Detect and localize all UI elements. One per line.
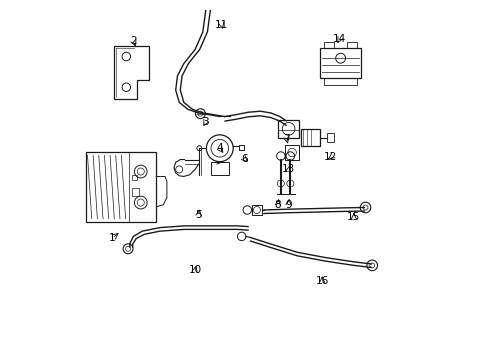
Bar <box>320 48 360 78</box>
Bar <box>131 188 139 195</box>
Bar <box>210 162 228 175</box>
Text: 9: 9 <box>285 200 291 210</box>
Text: 8: 8 <box>274 200 281 210</box>
Text: 1: 1 <box>109 233 115 243</box>
Bar <box>327 134 334 142</box>
Bar <box>85 152 156 222</box>
Bar <box>323 42 334 48</box>
Bar <box>323 78 357 85</box>
Text: 15: 15 <box>346 212 360 222</box>
Bar <box>251 205 262 215</box>
Text: 4: 4 <box>216 143 223 153</box>
Bar <box>300 129 320 147</box>
Text: 13: 13 <box>282 165 295 174</box>
Text: 3: 3 <box>202 117 208 127</box>
Bar <box>131 175 137 180</box>
Text: 7: 7 <box>283 134 289 144</box>
Text: 2: 2 <box>130 36 137 46</box>
Text: 16: 16 <box>315 275 328 285</box>
Text: 11: 11 <box>215 20 228 30</box>
Text: 14: 14 <box>332 34 346 44</box>
Text: 6: 6 <box>241 154 247 164</box>
Bar <box>278 120 299 138</box>
Text: 10: 10 <box>188 265 201 275</box>
Text: 5: 5 <box>195 210 202 220</box>
Bar <box>346 42 357 48</box>
Bar <box>239 145 244 150</box>
Text: 12: 12 <box>324 152 337 162</box>
Bar <box>285 145 299 159</box>
